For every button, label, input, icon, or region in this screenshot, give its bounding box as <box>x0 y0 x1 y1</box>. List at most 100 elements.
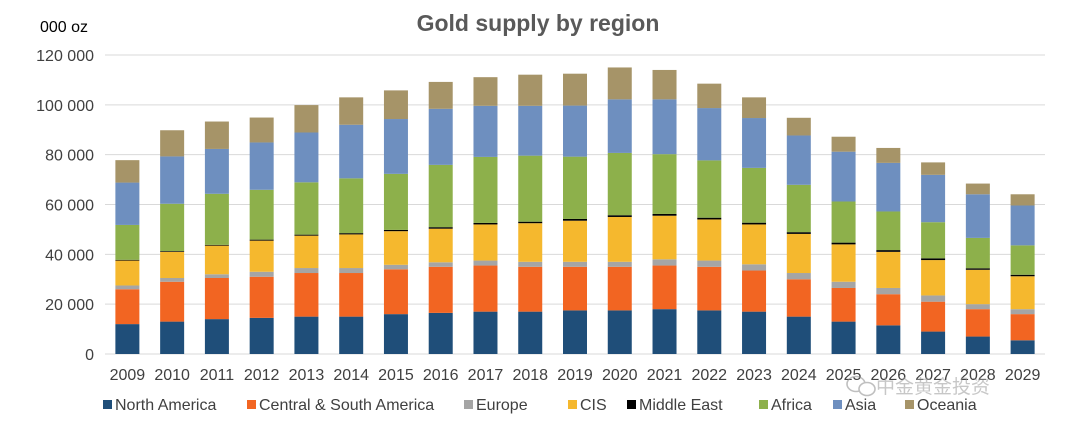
bar-segment-middle-east <box>518 221 543 224</box>
bar-segment-asia <box>383 119 408 174</box>
bar-segment-europe <box>473 260 498 266</box>
x-tick-label: 2027 <box>915 367 951 384</box>
legend-item: Asia <box>833 397 876 414</box>
bar-segment-north-america <box>473 311 498 354</box>
legend-swatch <box>464 400 473 409</box>
bar-segment-cis <box>786 233 811 274</box>
chart-title: Gold supply by region <box>417 10 660 36</box>
bar-segment-north-america <box>428 312 453 354</box>
wechat-logo-icon <box>846 375 876 397</box>
y-tick-label: 60 000 <box>45 198 94 215</box>
bar-stack-2016 <box>428 81 453 354</box>
bar-segment-asia <box>160 156 185 204</box>
bar-segment-north-america <box>965 336 990 354</box>
bar-segment-asia <box>921 174 946 223</box>
bar-segment-europe <box>1010 309 1035 315</box>
legend-label: Asia <box>845 397 876 414</box>
bar-segment-north-america <box>831 321 856 354</box>
bar-segment-oceania <box>249 117 274 143</box>
bar-stack-2015 <box>383 90 408 354</box>
bar-stack-2010 <box>160 130 185 354</box>
bar-segment-africa <box>697 160 722 218</box>
bar-stack-2017 <box>473 77 498 354</box>
bar-segment-asia <box>428 108 453 165</box>
bar-stack-2025 <box>831 136 856 354</box>
bar-segment-asia <box>607 99 632 153</box>
legend-swatch <box>247 400 256 409</box>
bar-segment-europe <box>339 268 364 274</box>
x-tick-label: 2009 <box>110 367 146 384</box>
bar-segment-north-america <box>204 319 229 354</box>
bar-segment-middle-east <box>383 229 408 232</box>
bar-segment-africa <box>428 164 453 228</box>
bar-stack-2027 <box>921 162 946 354</box>
bar-segment-cis <box>876 251 901 288</box>
bar-segment-north-america <box>921 331 946 354</box>
bar-segment-asia <box>831 151 856 202</box>
bar-segment-oceania <box>204 121 229 149</box>
bar-segment-africa <box>652 154 677 214</box>
bar-segment-asia <box>339 124 364 179</box>
bar-segment-middle-east <box>742 222 767 225</box>
bar-segment-middle-east <box>294 234 319 236</box>
bar-segment-middle-east <box>1010 274 1035 277</box>
bar-segment-central-south-america <box>249 276 274 318</box>
bar-segment-cis <box>115 260 140 286</box>
bar-segment-cis <box>697 219 722 261</box>
bar-segment-middle-east <box>428 227 453 229</box>
legend-item: Middle East <box>627 397 723 414</box>
bar-stack-2018 <box>518 74 543 354</box>
bar-segment-cis <box>339 234 364 269</box>
bar-segment-central-south-america <box>160 281 185 322</box>
bar-segment-oceania <box>607 67 632 100</box>
bar-stack-2028 <box>965 183 990 354</box>
bar-segment-asia <box>204 148 229 194</box>
bar-segment-oceania <box>115 160 140 183</box>
bar-segment-europe <box>652 259 677 266</box>
legend-label: Middle East <box>639 397 723 414</box>
bar-segment-north-america <box>115 324 140 354</box>
y-tick-label: 80 000 <box>45 148 94 165</box>
bar-segment-oceania <box>339 97 364 125</box>
legend: North America Central & South America Euro… <box>103 397 977 414</box>
bar-segment-oceania <box>786 117 811 136</box>
bar-segment-cis <box>204 245 229 275</box>
x-tick-label: 2021 <box>647 367 683 384</box>
bar-segment-cis <box>160 251 185 279</box>
bar-segment-cis <box>563 220 587 262</box>
bar-segment-middle-east <box>115 259 140 261</box>
bar-segment-central-south-america <box>518 266 543 312</box>
bar-segment-africa <box>115 224 140 260</box>
bar-segment-oceania <box>697 83 722 109</box>
bar-segment-central-south-america <box>383 269 408 315</box>
bar-segment-middle-east <box>607 215 632 217</box>
bar-stack-2022 <box>697 83 722 354</box>
bar-segment-asia <box>473 105 498 157</box>
bar-segment-central-south-america <box>473 265 498 312</box>
bar-segment-oceania <box>652 69 677 100</box>
bar-segment-central-south-america <box>876 294 901 326</box>
bar-segment-central-south-america <box>652 265 677 310</box>
legend-item: North America <box>103 397 216 414</box>
legend-swatch <box>905 400 914 409</box>
bar-segment-africa <box>473 156 498 223</box>
bar-segment-cis <box>607 216 632 262</box>
bar-segment-oceania <box>876 147 901 163</box>
bar-segment-africa <box>563 156 587 219</box>
bar-segment-africa <box>249 189 274 240</box>
x-tick-label: 2022 <box>691 367 727 384</box>
bar-segment-central-south-america <box>294 273 319 317</box>
bar-segment-europe <box>563 261 587 267</box>
bar-segment-asia <box>518 105 543 156</box>
bar-segment-middle-east <box>339 233 364 235</box>
bar-segment-north-america <box>563 310 587 354</box>
x-tick-label: 2029 <box>1005 367 1041 384</box>
legend-item: Europe <box>464 397 528 414</box>
legend-label: Africa <box>771 397 812 414</box>
legend-swatch <box>833 400 842 409</box>
bar-segment-north-america <box>876 325 901 354</box>
x-tick-label: 2015 <box>378 367 414 384</box>
legend-swatch <box>759 400 768 409</box>
bar-segment-central-south-america <box>115 289 140 325</box>
